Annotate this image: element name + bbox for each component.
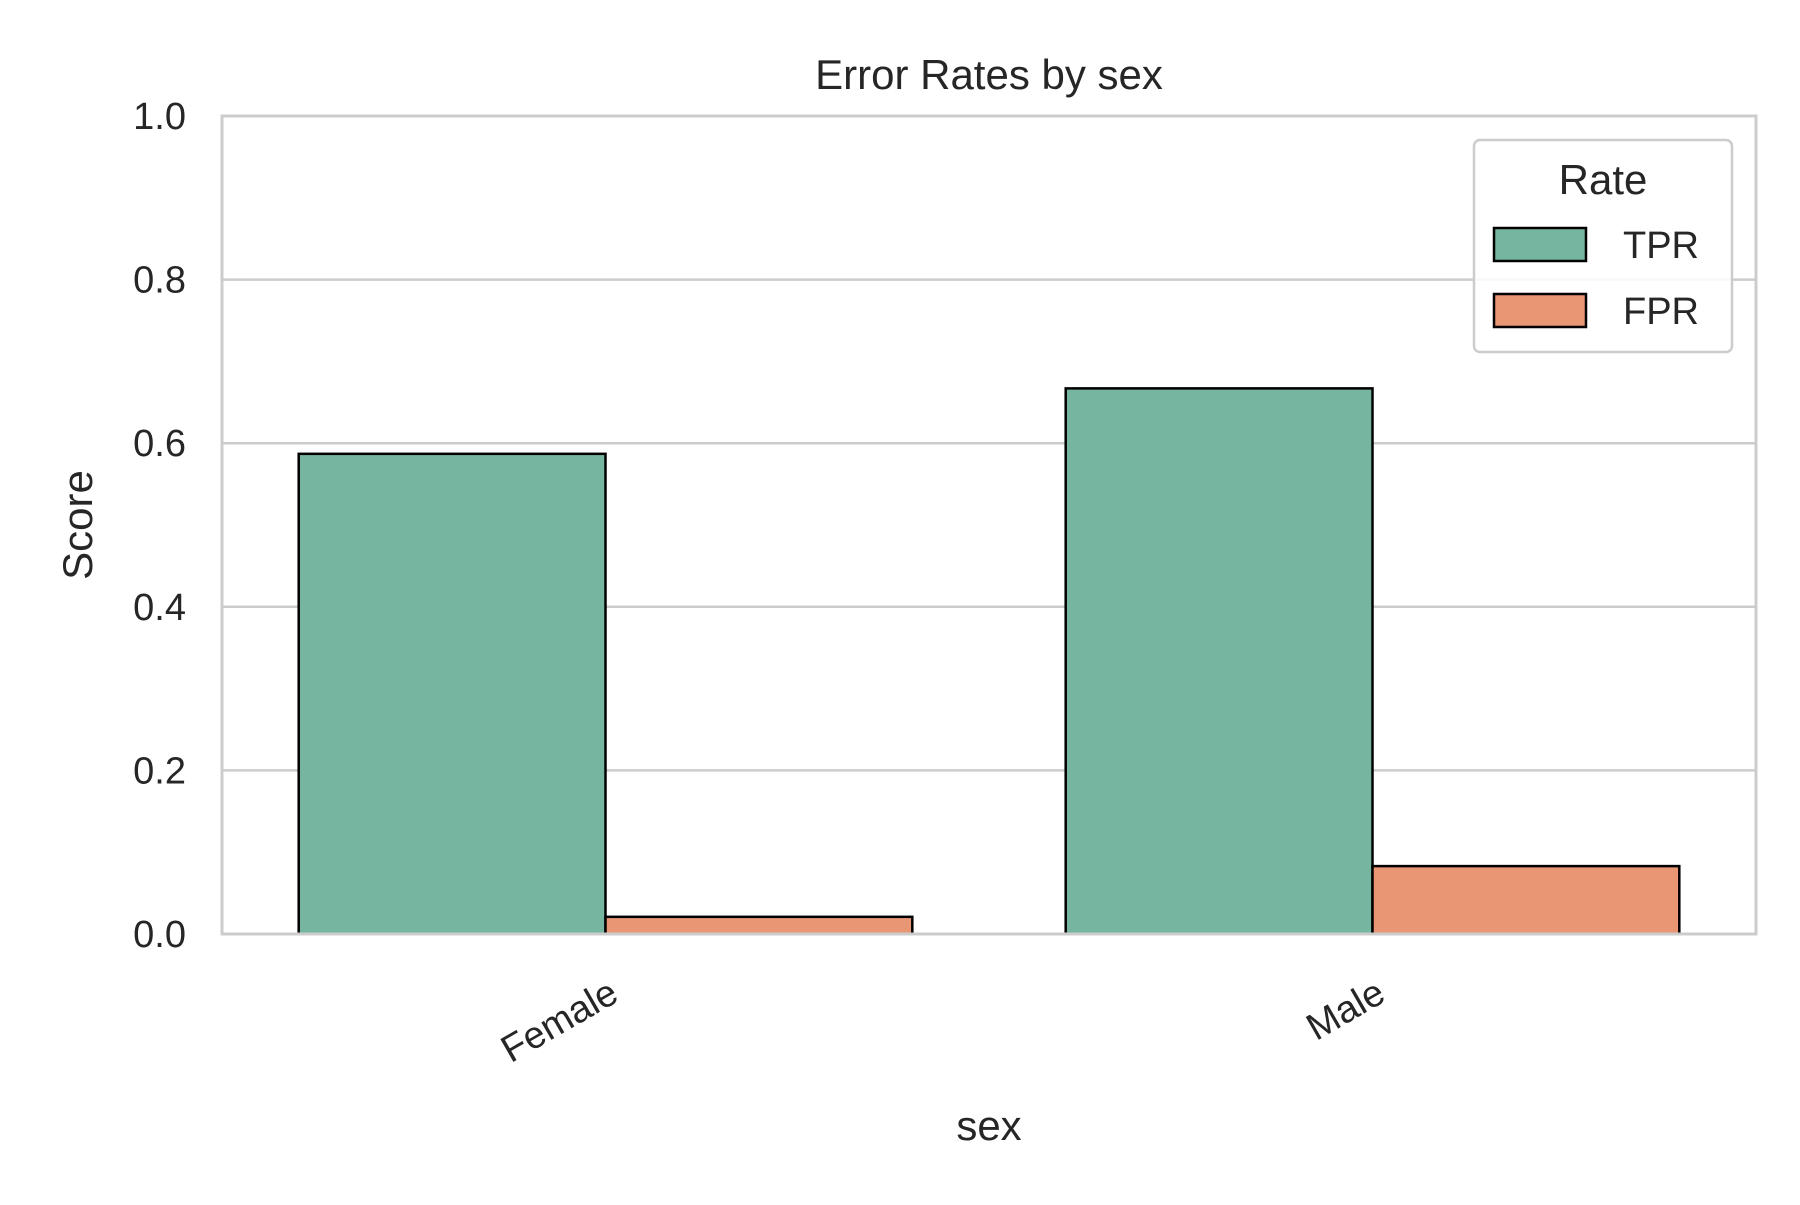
x-tick-label: Female [494,971,625,1071]
x-axis-label: sex [956,1102,1021,1149]
y-tick-label: 0.8 [133,260,186,302]
bar-tpr-male [1064,387,1374,936]
y-tick-label: 0.6 [133,423,186,465]
bars [297,387,1681,936]
legend-title: Rate [1559,156,1648,203]
plot-frame [220,114,1758,936]
x-ticks: Female Male [494,971,1392,1071]
legend-label-fpr: FPR [1623,291,1699,333]
y-axis-label: Score [54,470,101,580]
chart-title: Error Rates by sex [815,51,1163,98]
legend-swatch-tpr [1492,226,1588,263]
legend-swatch-fpr [1492,292,1588,329]
legend: Rate TPR FPR [1472,138,1734,354]
bar-fpr-female [604,915,914,936]
x-tick-label: Male [1300,971,1392,1049]
y-tick-label: 0.4 [133,587,186,629]
y-ticks: 0.0 0.2 0.4 0.6 0.8 1.0 [133,96,186,956]
y-tick-label: 0.0 [133,914,186,956]
bar-fpr-male [1371,864,1681,936]
bar-tpr-female [297,452,607,936]
legend-label-tpr: TPR [1623,225,1699,267]
y-tick-label: 1.0 [133,96,186,138]
y-tick-label: 0.2 [133,750,186,792]
